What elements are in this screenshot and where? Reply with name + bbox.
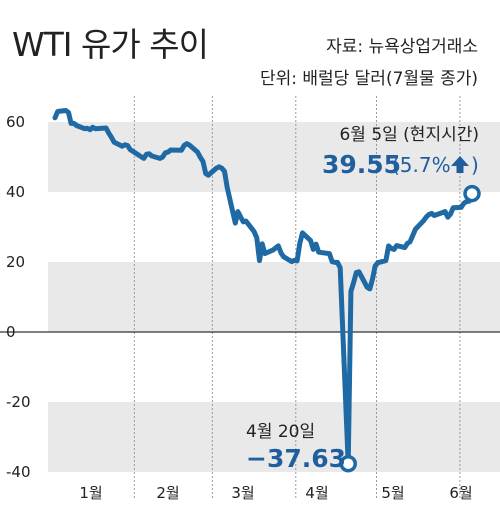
y-tick-label: 40 <box>6 183 25 201</box>
y-tick-label: 0 <box>6 323 16 341</box>
low-date-label: 4월 20일 <box>246 422 315 442</box>
x-tick-label: 4월 <box>305 484 328 502</box>
latest-date-label: 6월 5일 (현지시간) <box>339 125 479 145</box>
unit-note: 단위: 배럴당 달러(7월물 종가) <box>260 69 478 89</box>
y-tick-label: -40 <box>6 463 31 481</box>
x-tick-label: 2월 <box>156 484 179 502</box>
grid-band-2 <box>48 402 500 472</box>
y-axis: 60 40 20 0 -20 -40 <box>6 113 31 481</box>
source-note: 자료: 뉴욕상업거래소 <box>326 37 478 57</box>
latest-value-annotation: 39.55 (5.7% ) <box>322 150 479 179</box>
y-tick-label: 20 <box>6 253 25 271</box>
latest-change-close: ) <box>471 153 479 177</box>
arrow-up-icon <box>451 156 469 173</box>
y-tick-label: -20 <box>6 393 31 411</box>
x-tick-label: 3월 <box>231 484 254 502</box>
low-point-marker <box>339 454 357 473</box>
low-value: −37.63 <box>246 444 346 473</box>
y-bands <box>48 122 500 472</box>
x-tick-label: 1월 <box>79 484 102 502</box>
grid-band-1 <box>48 262 500 332</box>
y-tick-label: 60 <box>6 113 25 131</box>
month-gridlines <box>133 96 461 500</box>
x-tick-label: 6월 <box>449 484 472 502</box>
x-axis: 1월 2월 3월 4월 5월 6월 <box>79 484 472 502</box>
grid-band-0 <box>48 122 500 192</box>
latest-change: (5.7% <box>392 153 451 177</box>
latest-point-marker <box>463 184 481 203</box>
latest-value: 39.55 <box>322 150 401 179</box>
marker-layer <box>339 184 481 473</box>
series-layer <box>52 108 475 467</box>
wti-price-line <box>52 108 475 467</box>
x-tick-label: 5월 <box>381 484 404 502</box>
chart-title: WTI 유가 추이 <box>12 25 208 64</box>
